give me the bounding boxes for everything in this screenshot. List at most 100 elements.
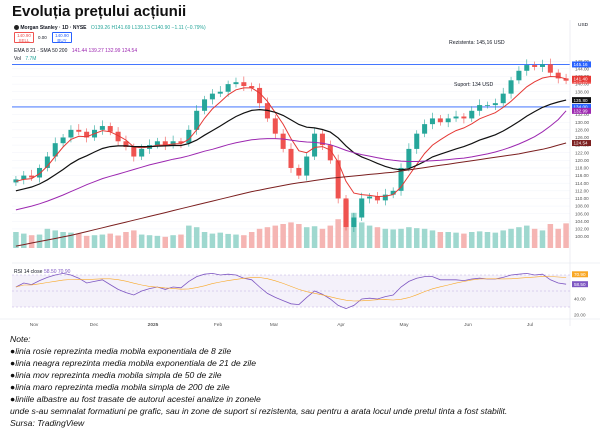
volume-bar	[272, 225, 279, 248]
rsi-tick-label: 58.50	[574, 282, 586, 287]
candle-body	[217, 91, 223, 94]
rsi-line	[15, 272, 567, 310]
volume-bar	[170, 235, 176, 248]
candle-body	[414, 133, 420, 149]
price-tick-label: 100.00	[575, 234, 589, 239]
indicators-values: 141.44 139.27 132.99 124.54	[71, 48, 138, 54]
indicators-legend[interactable]: EMA 8 21 · SMA 50 200 141.44 139.27 132.…	[14, 48, 137, 54]
candle-body	[547, 64, 553, 73]
price-badge	[572, 61, 591, 68]
volume-bar	[319, 228, 326, 248]
volume-bar	[248, 232, 255, 248]
candle-body	[319, 133, 325, 146]
volume-bar	[28, 235, 35, 248]
volume-bar	[445, 232, 451, 248]
price-tick-label: 118.00	[575, 166, 589, 171]
price-tick-label: 110.00	[575, 196, 589, 201]
volume-bar	[68, 232, 74, 248]
price-tick-label: 138.00	[575, 89, 589, 94]
price-chart[interactable]: 100.00 102.00 104.00 106.00 108.00 110.00 112.…	[0, 20, 600, 332]
volume-bar	[327, 225, 334, 248]
candle-body	[398, 167, 404, 191]
time-axis: Nov Dec 2025 Feb Mar Apr May Jun Jul	[0, 318, 600, 328]
candle-body	[194, 110, 200, 130]
candle-body	[351, 217, 357, 228]
candle-body	[406, 148, 412, 168]
buy-price: 140.90	[55, 33, 69, 38]
candle-body	[115, 131, 121, 142]
price-tick-label: 122.00	[575, 150, 589, 155]
time-tick-label: Jul	[527, 322, 533, 328]
page-title: Evoluția prețului acțiunii	[12, 3, 187, 20]
volume-legend[interactable]: Vol 7.7M	[14, 56, 36, 62]
rsi-label: RSI 14 close	[14, 269, 43, 275]
candle-body	[186, 129, 192, 144]
volume-bar	[531, 228, 538, 248]
symbol-name[interactable]: Morgan Stanley · 1D · NYSE	[20, 25, 87, 31]
level-lines	[12, 63, 570, 108]
candle-body	[390, 190, 396, 195]
candle-body	[21, 175, 27, 180]
volume-bar	[453, 232, 459, 248]
moving-averages	[15, 75, 567, 247]
volume-bar	[508, 228, 514, 248]
currency-label: USD	[578, 22, 589, 28]
volume-bar	[99, 234, 106, 248]
candle-body	[327, 145, 333, 161]
rsi-badge	[572, 281, 588, 288]
volume-bar	[421, 228, 428, 248]
candle-body	[131, 147, 137, 157]
volume-bar	[437, 232, 444, 248]
price-tick-label: 108.00	[575, 204, 589, 209]
price-tick-label: 146.00	[575, 59, 589, 64]
candle-body	[359, 198, 365, 218]
notes-section: Note: ●linia rosie reprezinta media mobi…	[10, 333, 595, 429]
volume-bar	[233, 234, 239, 248]
volume-bar	[296, 224, 302, 248]
chart-area[interactable]: 100.00 102.00 104.00 106.00 108.00 110.00 112.…	[0, 20, 600, 332]
volume-bar	[524, 225, 530, 248]
candle-body	[139, 148, 145, 157]
volume-bar	[107, 233, 113, 248]
volume-bar	[91, 235, 98, 248]
sell-button[interactable]: 140.90 SELL	[14, 32, 34, 43]
ema8-line	[15, 75, 567, 198]
rsi-tick-label: 40.00	[574, 297, 586, 302]
candle-body	[461, 116, 467, 119]
candle-body	[84, 131, 90, 138]
volume-bar	[44, 228, 51, 248]
candle-body	[312, 133, 318, 157]
price-tick-label: 144.00	[575, 66, 589, 71]
candle-body	[36, 167, 43, 178]
symbol-icon	[14, 25, 19, 31]
volume-bar	[555, 228, 561, 248]
candle-body	[280, 133, 286, 149]
price-badge-label: 134.00	[574, 105, 588, 110]
volume-bar	[123, 232, 129, 248]
candle-body	[524, 65, 530, 71]
volume-bar	[131, 230, 137, 248]
price-badge-label: 135.80	[574, 98, 588, 103]
volume-bar	[21, 233, 27, 248]
time-tick-label: Dec	[90, 322, 99, 328]
price-badge-label: 132.99	[574, 109, 588, 114]
candle-body	[563, 78, 569, 81]
candle-body	[484, 105, 490, 106]
volume-bar	[13, 232, 19, 248]
volume-label: Vol	[14, 56, 21, 62]
time-tick-label: 2025	[148, 322, 159, 328]
volume-bar	[209, 233, 216, 248]
time-tick-label: Feb	[214, 322, 223, 328]
notes-heading: Note:	[10, 334, 31, 344]
candle-body	[453, 116, 459, 119]
candle-body	[52, 143, 58, 157]
volume-bar	[390, 229, 396, 248]
volume-bar	[547, 224, 554, 248]
price-badge	[572, 140, 591, 147]
candle-body	[249, 86, 255, 88]
candle-body	[335, 160, 341, 199]
price-axis: 100.00 102.00 104.00 106.00 108.00 110.00 112.…	[569, 20, 591, 326]
buy-button[interactable]: 140.90 BUY	[52, 32, 72, 43]
ohlc-values: O139.26 H141.69 L139.13 C140.90 −1.11 (−…	[90, 25, 206, 31]
note-item: ●linia rosie reprezinta media mobila exp…	[10, 346, 232, 356]
